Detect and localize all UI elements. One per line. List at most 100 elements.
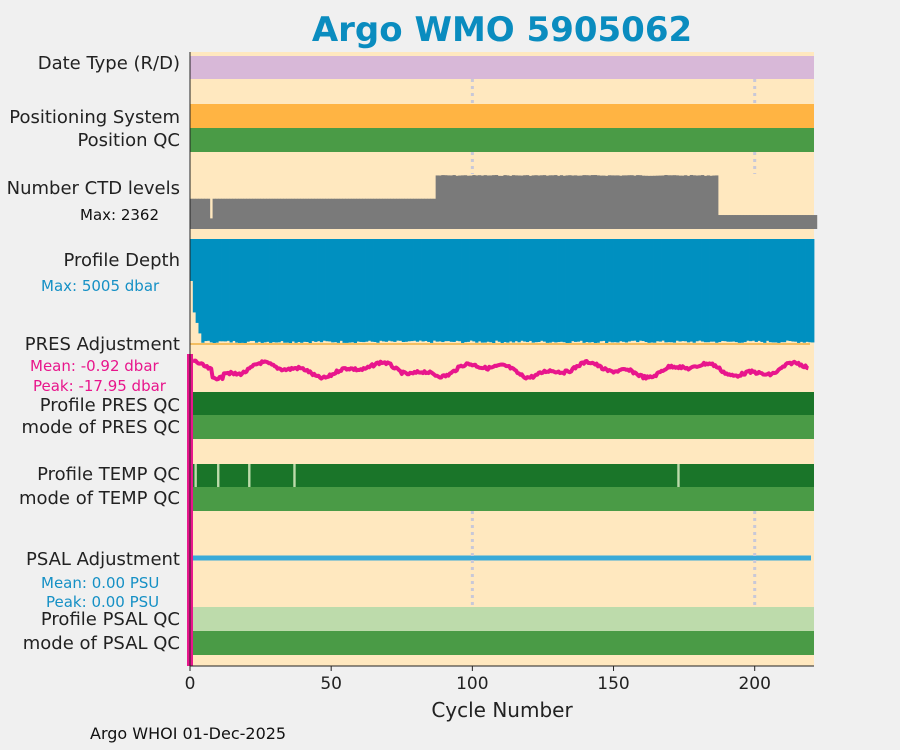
ctd-levels-bar [311,198,315,229]
label-mode-temp-qc: mode of TEMP QC [18,488,180,509]
profile-depth-bar [774,239,778,343]
ctd-levels-bar [396,198,400,229]
ctd-levels-bar [794,215,798,229]
ctd-levels-bar [613,175,617,229]
mode-psal-qc-band [190,631,814,655]
ctd-levels-bar [633,175,637,229]
ctd-levels-bar [215,198,219,229]
profile-depth-bar [681,239,685,342]
label-pres-adjustment: PRES Adjustment [24,334,180,355]
profile-depth-bar [492,239,496,344]
profile-depth-bar [424,239,428,341]
ctd-levels-bar [229,198,233,229]
ctd-levels-bar [387,198,391,229]
profile-psal-qc-band [190,607,814,631]
ctd-levels-bar [658,175,662,229]
profile-depth-bar [305,239,309,343]
profile-depth-bar [480,239,485,343]
ctd-levels-bar [509,175,513,229]
ctd-levels-bar [749,215,753,229]
profile-depth-bar [438,239,442,342]
profile-depth-bar [531,239,535,343]
profile-depth-bar [206,239,211,341]
pres-mean-label: Mean: -0.92 dbar [30,357,159,375]
ctd-levels-bar [240,198,245,229]
profile-pres-qc-band [190,392,814,415]
ctd-levels-bar [562,175,566,229]
profile-depth-bar [720,239,725,341]
profile-depth-bar [596,239,600,343]
profile-depth-bar [585,239,589,343]
x-tick-label: 50 [320,674,342,694]
profile-depth-bar [407,239,411,342]
profile-depth-bar [469,239,473,341]
ctd-levels-bar [384,198,389,229]
profile-depth-bar [353,239,357,343]
profile-depth-bar [678,239,682,342]
profile-depth-bar [653,239,657,343]
label-mode-psal-qc: mode of PSAL QC [22,633,180,654]
profile-depth-bar [746,239,750,341]
ctd-levels-bar [616,175,620,229]
profile-depth-bar [706,239,710,343]
profile-depth-bar [766,239,770,341]
profile-depth-bar [232,239,236,341]
profile-depth-bar [192,239,197,313]
profile-depth-bar [627,239,631,342]
profile-depth-bar [613,239,617,343]
profile-depth-bar [297,239,301,343]
profile-depth-bar [777,239,781,343]
profile-depth-bar [506,239,510,343]
profile-depth-bar [497,239,501,342]
ctd-levels-bar [266,198,270,229]
profile-depth-bar [370,239,374,342]
ctd-levels-bar [590,175,595,229]
x-tick-label: 100 [456,674,489,694]
profile-depth-bar [478,239,482,342]
ctd-levels-bar [808,215,812,229]
ctd-levels-bar [486,175,490,229]
profile-depth-bar [384,239,389,342]
ctd-levels-bar [571,175,575,229]
profile-depth-bar [195,239,199,323]
profile-depth-bar [212,239,216,343]
profile-depth-bar [449,239,453,342]
profile-depth-bar [749,239,753,342]
ctd-levels-bar [263,198,267,229]
profile-depth-bar [455,239,459,341]
ctd-levels-bar [641,175,645,229]
ctd-levels-bar [734,215,739,229]
ctd-levels-bar [461,175,465,229]
ctd-levels-bar [218,198,222,229]
profile-depth-bar [757,239,761,341]
profile-depth-bar [229,239,233,343]
ctd-levels-bar [348,198,352,229]
ctd-levels-bar [475,175,479,229]
ctd-levels-bar [221,198,225,229]
ctd-levels-bar [777,215,781,229]
profile-depth-bar [562,239,566,343]
profile-depth-bar [280,239,284,342]
profile-depth-bar [345,239,349,343]
profile-depth-bar [672,239,677,343]
profile-depth-bar [686,239,691,343]
ctd-levels-bar [339,198,343,229]
ctd-levels-bar [706,175,710,229]
ctd-levels-bar [788,215,792,229]
profile-depth-bar [743,239,747,343]
profile-depth-bar [486,239,490,342]
ctd-levels-bar [670,175,674,229]
ctd-levels-bar [701,175,705,229]
ctd-levels-bar [523,175,527,229]
ctd-levels-bar [238,198,242,229]
profile-depth-bar [805,239,809,342]
profile-depth-bar [404,239,408,342]
profile-depth-bar [336,239,341,343]
ctd-levels-bar [602,175,606,229]
ctd-levels-bar [441,175,445,229]
profile-depth-bar [574,239,578,342]
ctd-levels-bar [630,175,634,229]
ctd-levels-bar [644,175,648,229]
ctd-levels-bar [223,198,228,229]
position-qc-band [190,128,814,152]
